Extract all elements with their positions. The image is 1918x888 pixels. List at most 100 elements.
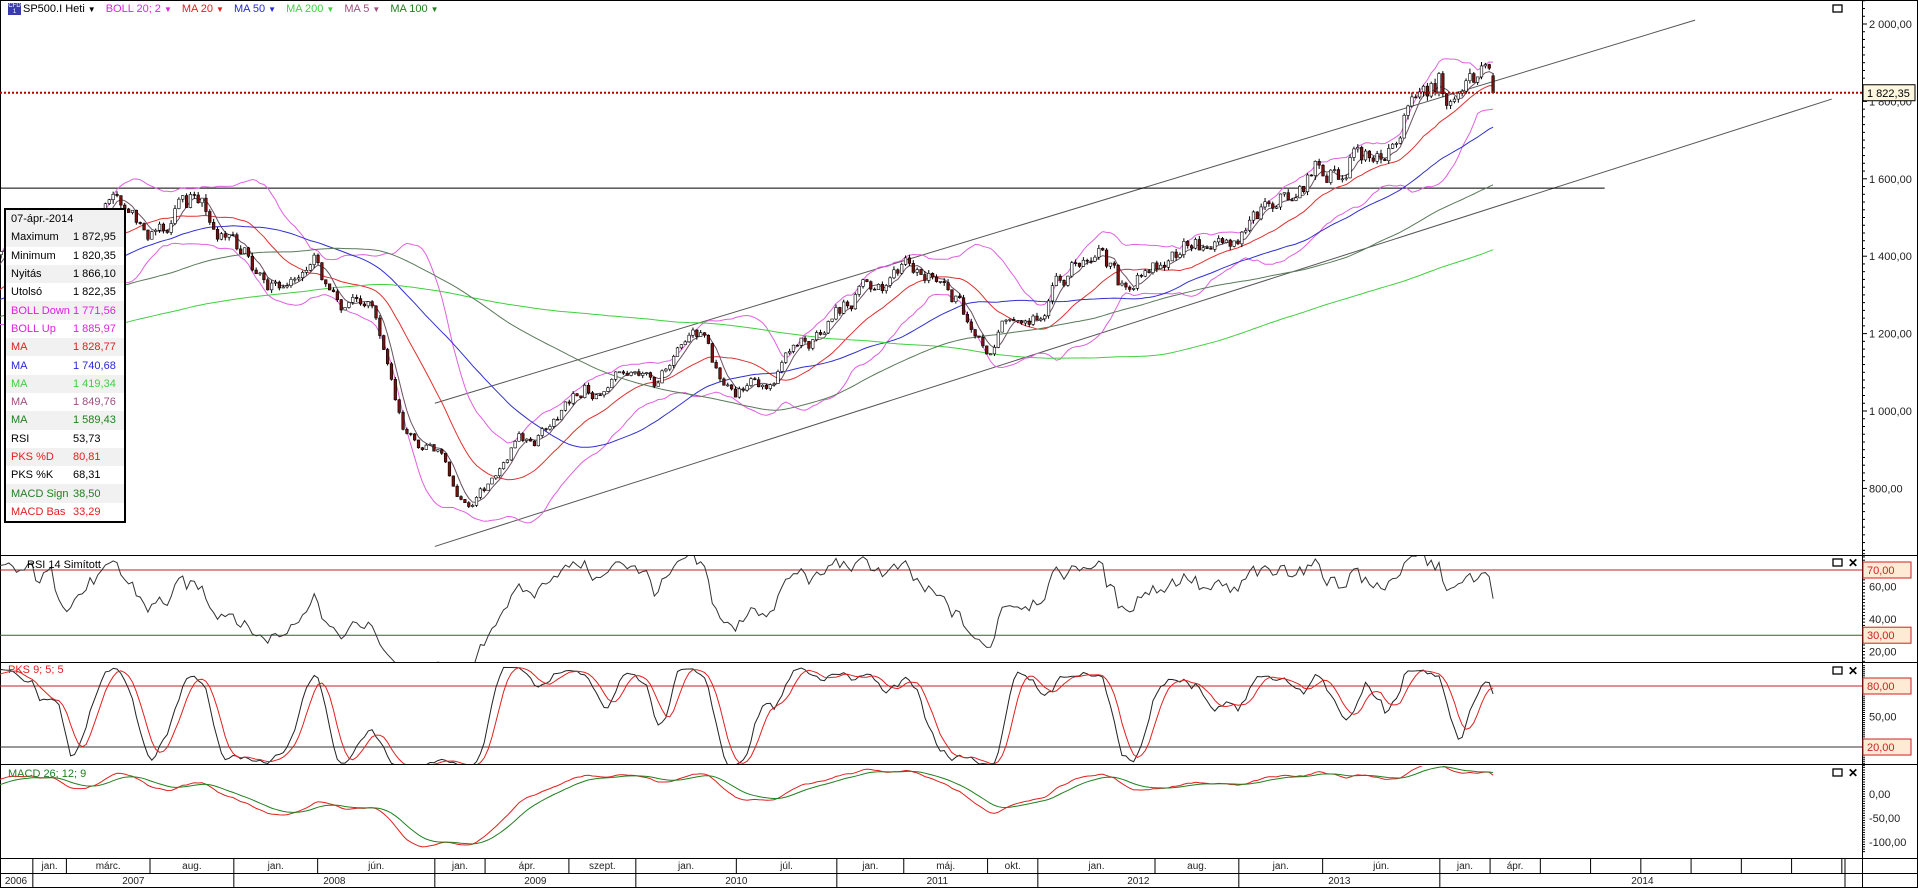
- candle[interactable]: [471, 503, 475, 508]
- maximize-icon[interactable]: [1832, 558, 1843, 567]
- candle[interactable]: [1135, 272, 1140, 291]
- candle[interactable]: [598, 393, 602, 397]
- candle[interactable]: [559, 409, 564, 421]
- candle[interactable]: [1251, 210, 1256, 224]
- candle[interactable]: [594, 393, 598, 400]
- candle[interactable]: [652, 376, 656, 389]
- candle[interactable]: [482, 486, 486, 493]
- candle[interactable]: [455, 484, 459, 498]
- candle[interactable]: [950, 289, 954, 303]
- candle[interactable]: [382, 334, 386, 350]
- candle[interactable]: [343, 307, 347, 311]
- candle[interactable]: [892, 266, 896, 280]
- candle[interactable]: [911, 260, 915, 274]
- candle[interactable]: [347, 301, 351, 309]
- candle[interactable]: [691, 327, 695, 339]
- candle[interactable]: [208, 209, 212, 225]
- candle[interactable]: [946, 279, 950, 291]
- candle[interactable]: [1472, 72, 1476, 83]
- candle[interactable]: [556, 416, 560, 421]
- candle[interactable]: [362, 301, 367, 308]
- candle[interactable]: [629, 371, 633, 377]
- candle[interactable]: [1077, 262, 1082, 268]
- candle[interactable]: [509, 447, 513, 461]
- candle[interactable]: [992, 344, 997, 357]
- candle[interactable]: [215, 226, 220, 242]
- candle[interactable]: [803, 336, 807, 344]
- candle[interactable]: [235, 232, 239, 251]
- candle[interactable]: [1012, 316, 1016, 322]
- legend-item[interactable]: MA 50 ▼: [234, 3, 276, 15]
- candle[interactable]: [679, 344, 683, 350]
- candle[interactable]: [1066, 275, 1070, 287]
- candle[interactable]: [1379, 149, 1383, 164]
- candle[interactable]: [1298, 184, 1302, 199]
- candle[interactable]: [745, 383, 749, 392]
- candle[interactable]: [1275, 205, 1279, 210]
- candle[interactable]: [529, 437, 533, 442]
- candle[interactable]: [370, 300, 374, 309]
- candle[interactable]: [1062, 279, 1066, 288]
- candle[interactable]: [219, 232, 223, 241]
- candle[interactable]: [548, 424, 552, 431]
- candle[interactable]: [985, 345, 989, 355]
- candle[interactable]: [888, 276, 892, 288]
- candle[interactable]: [192, 191, 196, 199]
- legend-item[interactable]: BOLL 20; 2 ▼: [106, 3, 172, 15]
- candle[interactable]: [1016, 320, 1020, 324]
- candle[interactable]: [1108, 262, 1113, 270]
- candle[interactable]: [571, 391, 575, 406]
- candle[interactable]: [443, 452, 448, 463]
- candle[interactable]: [517, 431, 521, 442]
- candle[interactable]: [1104, 248, 1109, 269]
- candle[interactable]: [1325, 173, 1329, 183]
- candle[interactable]: [1402, 113, 1406, 139]
- candle[interactable]: [231, 231, 235, 236]
- candle[interactable]: [1120, 280, 1124, 287]
- trendline-lower-channel[interactable]: [434, 98, 1832, 547]
- candle[interactable]: [339, 298, 343, 313]
- candle[interactable]: [401, 410, 405, 431]
- candle[interactable]: [834, 304, 838, 321]
- candle[interactable]: [254, 267, 258, 275]
- candle[interactable]: [1278, 193, 1283, 210]
- candle[interactable]: [188, 191, 193, 209]
- candle[interactable]: [1189, 244, 1194, 252]
- candle[interactable]: [463, 499, 467, 503]
- candle[interactable]: [876, 283, 881, 290]
- candle[interactable]: [726, 382, 730, 387]
- candle[interactable]: [1201, 244, 1205, 252]
- candle[interactable]: [795, 344, 799, 347]
- candle[interactable]: [138, 221, 142, 225]
- candle[interactable]: [965, 311, 970, 324]
- candle[interactable]: [196, 191, 200, 204]
- candle[interactable]: [1166, 259, 1171, 271]
- candle[interactable]: [1360, 145, 1364, 164]
- candle[interactable]: [107, 198, 111, 205]
- candle[interactable]: [606, 386, 610, 393]
- candle[interactable]: [563, 401, 568, 412]
- candle[interactable]: [239, 245, 243, 255]
- maximize-icon[interactable]: [1832, 768, 1843, 777]
- candle[interactable]: [1089, 257, 1093, 264]
- candle[interactable]: [1313, 160, 1317, 181]
- candle[interactable]: [973, 329, 977, 339]
- candle[interactable]: [184, 193, 189, 208]
- candle[interactable]: [865, 278, 869, 283]
- candle[interactable]: [1182, 238, 1186, 258]
- candle[interactable]: [223, 230, 227, 241]
- candle[interactable]: [811, 339, 815, 351]
- candle[interactable]: [784, 352, 788, 365]
- candle[interactable]: [1074, 259, 1078, 267]
- candle[interactable]: [1085, 258, 1089, 265]
- candle[interactable]: [869, 280, 873, 293]
- candle[interactable]: [513, 440, 517, 449]
- candle[interactable]: [884, 284, 888, 294]
- candle[interactable]: [958, 293, 962, 299]
- candle[interactable]: [1008, 318, 1012, 323]
- candle[interactable]: [451, 475, 455, 487]
- candle[interactable]: [246, 246, 251, 259]
- candle[interactable]: [787, 348, 792, 355]
- candle[interactable]: [1116, 264, 1120, 286]
- candle[interactable]: [150, 230, 154, 240]
